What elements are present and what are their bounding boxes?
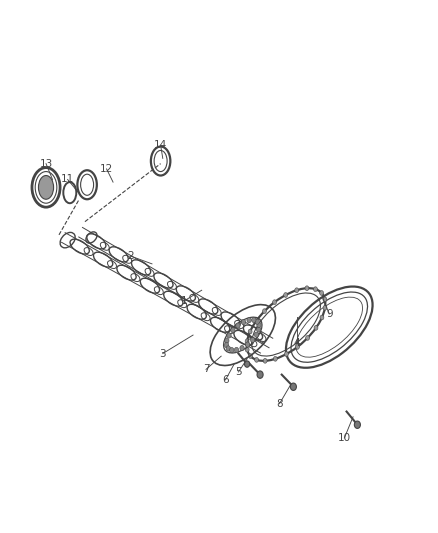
Ellipse shape [252, 317, 256, 322]
Ellipse shape [323, 297, 327, 302]
Ellipse shape [240, 345, 244, 351]
Ellipse shape [241, 319, 246, 325]
Ellipse shape [224, 343, 229, 348]
Ellipse shape [254, 358, 258, 362]
Ellipse shape [257, 371, 263, 378]
Ellipse shape [231, 328, 235, 333]
Text: 7: 7 [203, 365, 209, 374]
Ellipse shape [245, 342, 250, 347]
Text: 12: 12 [100, 164, 113, 174]
Ellipse shape [263, 359, 267, 363]
Ellipse shape [225, 338, 229, 343]
Ellipse shape [247, 318, 251, 323]
Text: 10: 10 [338, 433, 351, 443]
Ellipse shape [320, 315, 324, 320]
Ellipse shape [306, 336, 310, 340]
Text: 11: 11 [61, 174, 74, 184]
Ellipse shape [285, 352, 288, 357]
Ellipse shape [272, 300, 276, 304]
Ellipse shape [273, 357, 277, 361]
Ellipse shape [257, 327, 261, 332]
Text: 3: 3 [159, 349, 166, 359]
Ellipse shape [296, 344, 300, 349]
Ellipse shape [262, 309, 266, 313]
Ellipse shape [254, 319, 258, 324]
Text: 2: 2 [127, 251, 134, 261]
Ellipse shape [236, 323, 240, 328]
Ellipse shape [226, 346, 230, 351]
Ellipse shape [290, 383, 297, 391]
Ellipse shape [227, 333, 231, 338]
Ellipse shape [248, 354, 252, 358]
Ellipse shape [230, 348, 234, 353]
Ellipse shape [320, 290, 324, 295]
Ellipse shape [305, 286, 309, 290]
Ellipse shape [255, 319, 259, 325]
Ellipse shape [234, 348, 239, 353]
Ellipse shape [257, 322, 261, 328]
Ellipse shape [244, 361, 250, 367]
Text: 4: 4 [293, 338, 300, 348]
Ellipse shape [284, 293, 288, 297]
Text: 1: 1 [181, 296, 188, 306]
Text: 13: 13 [39, 159, 53, 168]
Ellipse shape [295, 288, 299, 293]
Ellipse shape [251, 337, 255, 343]
Ellipse shape [354, 421, 360, 429]
Ellipse shape [323, 305, 327, 310]
Ellipse shape [314, 326, 318, 330]
Ellipse shape [248, 329, 252, 334]
Ellipse shape [245, 339, 249, 344]
Ellipse shape [254, 332, 259, 337]
Text: 8: 8 [276, 399, 283, 409]
Text: 9: 9 [326, 309, 332, 319]
Text: 5: 5 [235, 367, 242, 377]
Ellipse shape [245, 348, 249, 352]
Ellipse shape [39, 175, 53, 199]
Text: 14: 14 [154, 140, 167, 150]
Text: 6: 6 [222, 375, 229, 385]
Ellipse shape [314, 287, 318, 292]
